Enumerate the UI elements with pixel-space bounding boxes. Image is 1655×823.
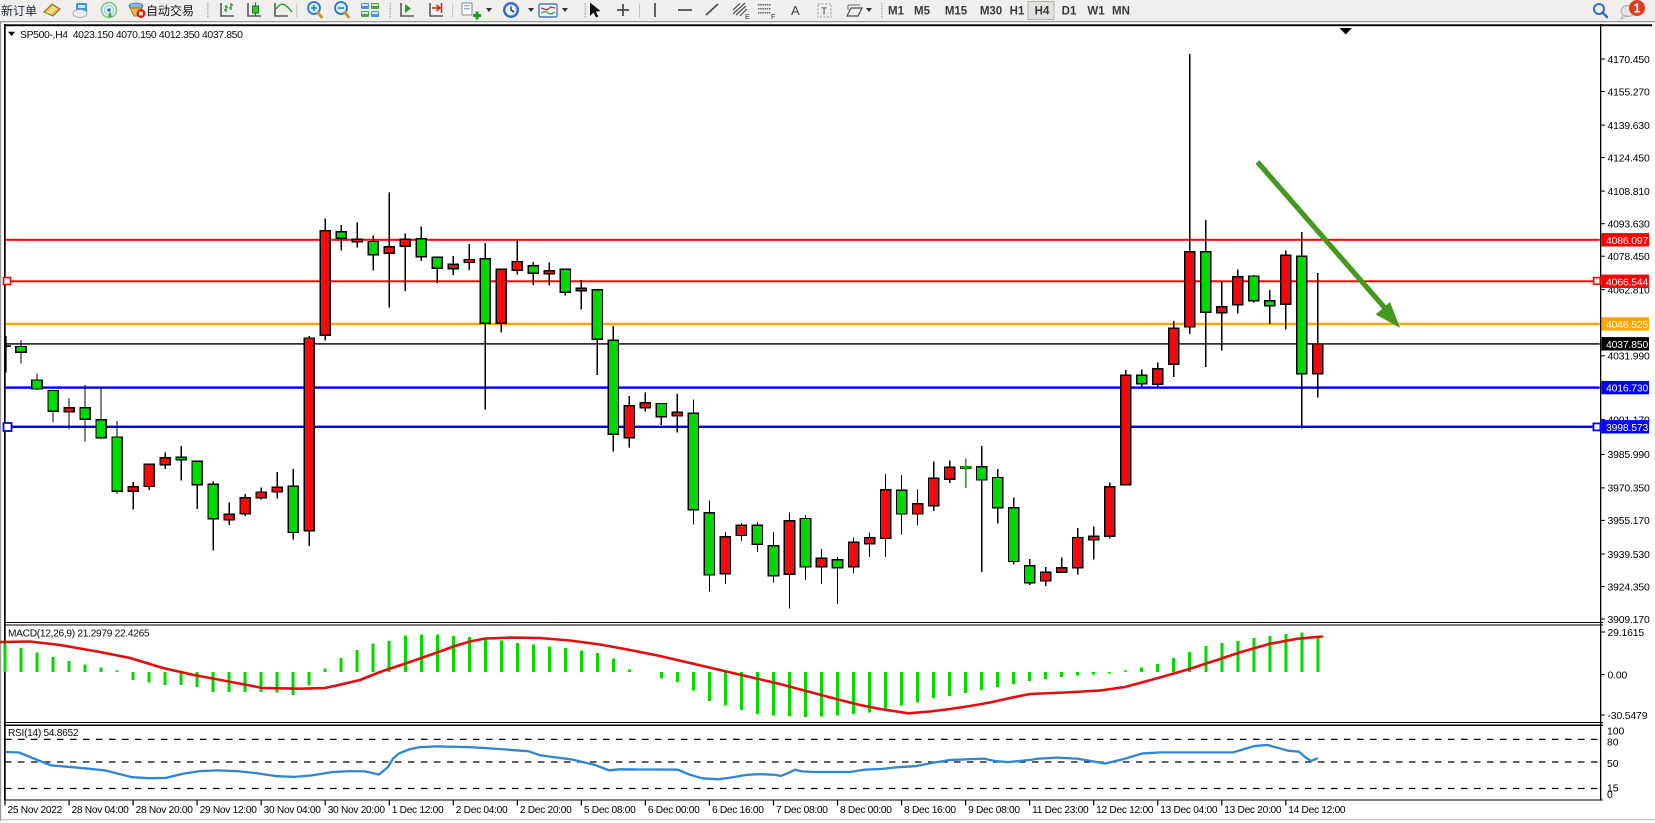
svg-text:8 Dec 00:00: 8 Dec 00:00 — [840, 805, 892, 816]
svg-text:29.1615: 29.1615 — [1608, 628, 1645, 639]
svg-text:100: 100 — [1607, 726, 1625, 737]
svg-text:T: T — [821, 7, 827, 18]
svg-text:28 Nov 20:00: 28 Nov 20:00 — [136, 805, 194, 816]
svg-text:1 Dec 12:00: 1 Dec 12:00 — [392, 805, 444, 816]
svg-text:13 Dec 20:00: 13 Dec 20:00 — [1224, 805, 1282, 816]
svg-text:4155.270: 4155.270 — [1608, 87, 1651, 98]
svg-text:4062.810: 4062.810 — [1608, 286, 1651, 297]
svg-text:H4: H4 — [1035, 6, 1050, 18]
svg-text:0.00: 0.00 — [1608, 670, 1628, 681]
svg-text:4031.990: 4031.990 — [1608, 352, 1651, 363]
svg-text:3924.350: 3924.350 — [1608, 582, 1651, 593]
svg-text:5 Dec 08:00: 5 Dec 08:00 — [584, 805, 636, 816]
svg-text:4037.850: 4037.850 — [1606, 340, 1649, 351]
svg-text:SP500-,H4 4023.150 4070.150 4: SP500-,H4 4023.150 4070.150 4012.350 403… — [20, 30, 243, 41]
svg-text:4093.630: 4093.630 — [1608, 220, 1651, 231]
svg-text:4078.450: 4078.450 — [1608, 252, 1651, 263]
svg-text:1: 1 — [1634, 2, 1641, 16]
svg-text:11 Dec 23:00: 11 Dec 23:00 — [1032, 805, 1089, 816]
svg-text:自动交易: 自动交易 — [146, 3, 194, 18]
svg-text:29 Nov 12:00: 29 Nov 12:00 — [200, 805, 258, 816]
svg-text:25 Nov 2022: 25 Nov 2022 — [8, 805, 63, 816]
svg-text:14 Dec 12:00: 14 Dec 12:00 — [1288, 805, 1346, 816]
svg-text:3955.170: 3955.170 — [1608, 516, 1651, 527]
svg-text:4046.525: 4046.525 — [1606, 320, 1649, 331]
svg-text:M30: M30 — [980, 6, 1002, 18]
svg-text:7 Dec 08:00: 7 Dec 08:00 — [776, 805, 828, 816]
svg-text:30 Nov 20:00: 30 Nov 20:00 — [328, 805, 386, 816]
svg-text:8 Dec 16:00: 8 Dec 16:00 — [904, 805, 956, 816]
svg-text:2 Dec 20:00: 2 Dec 20:00 — [520, 805, 572, 816]
svg-text:F: F — [771, 14, 775, 21]
svg-text:3970.350: 3970.350 — [1608, 484, 1651, 495]
svg-text:W1: W1 — [1087, 6, 1105, 18]
svg-text:H1: H1 — [1010, 6, 1025, 18]
svg-text:M5: M5 — [914, 6, 931, 18]
svg-text:28 Nov 04:00: 28 Nov 04:00 — [72, 805, 130, 816]
svg-text:4108.810: 4108.810 — [1608, 187, 1651, 198]
svg-text:M1: M1 — [888, 6, 905, 18]
svg-text:9 Dec 08:00: 9 Dec 08:00 — [968, 805, 1020, 816]
svg-text:3985.990: 3985.990 — [1608, 450, 1651, 461]
svg-text:2 Dec 04:00: 2 Dec 04:00 — [456, 805, 508, 816]
svg-text:0: 0 — [1607, 790, 1613, 801]
svg-text:MACD(12,26,9) 21.2979 22.4265: MACD(12,26,9) 21.2979 22.4265 — [8, 629, 150, 640]
svg-text:MN: MN — [1112, 6, 1130, 18]
svg-text:80: 80 — [1607, 737, 1619, 748]
svg-text:4170.450: 4170.450 — [1608, 55, 1651, 66]
svg-text:6 Dec 16:00: 6 Dec 16:00 — [712, 805, 764, 816]
svg-text:4066.544: 4066.544 — [1606, 277, 1649, 288]
svg-text:-30.5479: -30.5479 — [1608, 711, 1648, 722]
svg-text:4139.630: 4139.630 — [1608, 121, 1651, 132]
svg-text:3939.530: 3939.530 — [1608, 550, 1651, 561]
svg-text:30 Nov 04:00: 30 Nov 04:00 — [264, 805, 322, 816]
svg-text:13 Dec 04:00: 13 Dec 04:00 — [1160, 805, 1218, 816]
svg-text:E: E — [745, 14, 750, 21]
svg-text:A: A — [791, 3, 800, 18]
svg-text:D1: D1 — [1062, 6, 1077, 18]
svg-text:6 Dec 00:00: 6 Dec 00:00 — [648, 805, 700, 816]
svg-text:新订单: 新订单 — [1, 3, 37, 18]
svg-text:3909.170: 3909.170 — [1608, 615, 1651, 626]
svg-text:4124.450: 4124.450 — [1608, 153, 1651, 164]
svg-text:M15: M15 — [945, 6, 968, 18]
svg-text:3998.573: 3998.573 — [1606, 423, 1649, 434]
svg-text:12 Dec 12:00: 12 Dec 12:00 — [1096, 805, 1154, 816]
svg-text:50: 50 — [1607, 759, 1619, 770]
svg-text:4016.730: 4016.730 — [1606, 384, 1649, 395]
svg-text:RSI(14) 54.8652: RSI(14) 54.8652 — [8, 728, 79, 739]
svg-text:15: 15 — [1607, 783, 1619, 794]
svg-text:4086.097: 4086.097 — [1606, 236, 1649, 247]
